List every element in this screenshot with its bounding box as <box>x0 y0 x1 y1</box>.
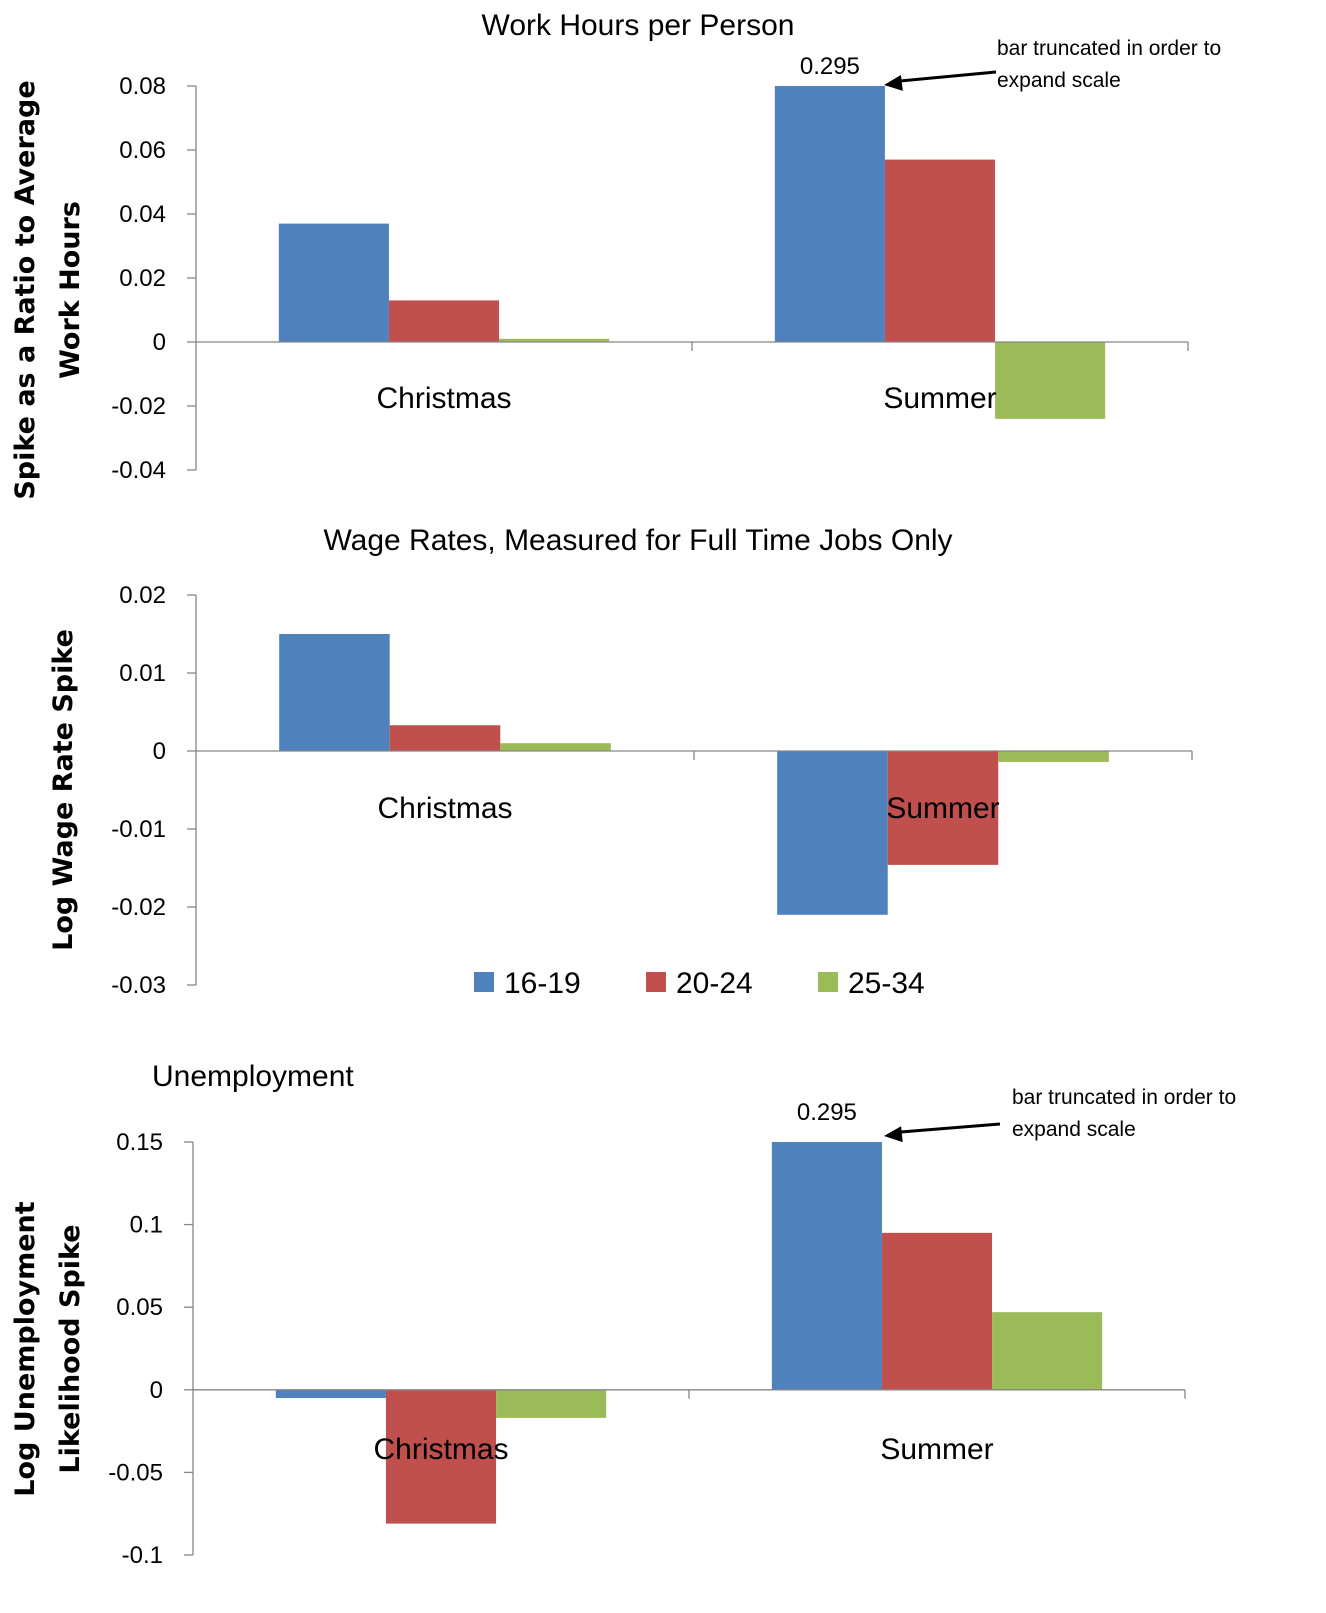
annotation-text: expand scale <box>997 69 1121 92</box>
legend-label-20-24: 20-24 <box>676 967 753 1000</box>
bar-25-34-summer <box>998 751 1109 762</box>
bar-25-34-christmas <box>499 338 610 342</box>
chart-unemployment: Unemployment Log Unemployment Likelihood S… <box>10 1060 1236 1569</box>
y-tick-label: 0.05 <box>116 1294 163 1321</box>
legend-swatch-25-34 <box>818 972 838 992</box>
legend-label-25-34: 25-34 <box>848 967 925 1000</box>
annotation-text: expand scale <box>1012 1118 1136 1141</box>
bar-data-label: 0.295 <box>797 1099 857 1126</box>
category-label: Summer <box>883 382 996 415</box>
y-tick-label: -0.03 <box>111 972 166 999</box>
bar-20-24-christmas <box>385 1389 497 1524</box>
y-tick-label: -0.01 <box>111 816 166 843</box>
y-tick-label: 0 <box>153 738 166 765</box>
annotation-text: bar truncated in order to <box>997 37 1221 60</box>
category-label: Summer <box>886 792 999 825</box>
bar-16-19-summer <box>774 86 885 342</box>
bar-20-24-summer <box>884 159 996 342</box>
annotation-arrow-line <box>895 70 997 83</box>
legend-label-16-19: 16-19 <box>504 967 581 1000</box>
y-tick-label: 0.02 <box>119 265 166 292</box>
chart-title: Unemployment <box>152 1060 354 1093</box>
category-label: Christmas <box>376 382 511 415</box>
y-tick-label: 0.06 <box>119 137 166 164</box>
y-tick-label: 0.04 <box>119 201 166 228</box>
y-axis-label: Likelihood Spike <box>55 1224 86 1473</box>
y-tick-label: -0.02 <box>111 894 166 921</box>
bar-25-34-christmas <box>496 1389 607 1418</box>
y-tick-label: 0.02 <box>119 582 166 609</box>
bar-16-19-summer <box>777 751 888 915</box>
bar-20-24-christmas <box>389 725 501 751</box>
y-tick-label: 0.01 <box>119 660 166 687</box>
annotation-arrow-head <box>884 1126 903 1143</box>
y-axis-label: Log Unemployment <box>10 1201 41 1496</box>
bar-20-24-summer <box>881 1232 993 1390</box>
y-tick-label: 0 <box>150 1377 163 1404</box>
y-tick-label: -0.04 <box>111 457 166 484</box>
annotation-text: bar truncated in order to <box>1012 1086 1236 1109</box>
bar-25-34-summer <box>995 342 1106 419</box>
y-tick-label: 0.1 <box>130 1212 163 1239</box>
y-tick-label: 0 <box>153 329 166 356</box>
bar-16-19-christmas <box>279 634 390 751</box>
y-axis-label: Spike as a Ratio to Average <box>10 80 41 499</box>
legend: 16-19 20-24 25-34 <box>474 967 925 1000</box>
y-tick-label: 0.08 <box>119 73 166 100</box>
bar-16-19-christmas <box>275 1389 386 1399</box>
y-tick-label: 0.15 <box>116 1129 163 1156</box>
y-tick-label: -0.1 <box>122 1542 163 1569</box>
chart-title: Wage Rates, Measured for Full Time Jobs … <box>323 524 952 557</box>
category-label: Summer <box>880 1433 993 1466</box>
chart-work-hours: Work Hours per Person Spike as a Ratio to… <box>10 9 1221 500</box>
chart-title: Work Hours per Person <box>482 9 795 42</box>
bar-20-24-christmas <box>388 300 500 342</box>
bar-25-34-summer <box>992 1312 1103 1390</box>
y-axis-label: Work Hours <box>55 201 86 379</box>
bar-20-24-summer <box>887 751 999 865</box>
y-tick-label: -0.02 <box>111 393 166 420</box>
category-label: Christmas <box>377 792 512 825</box>
bar-16-19-christmas <box>278 223 389 342</box>
y-tick-label: -0.05 <box>108 1459 163 1486</box>
chart-wage-rates: Wage Rates, Measured for Full Time Jobs … <box>48 524 1193 999</box>
bar-data-label: 0.295 <box>800 53 860 80</box>
bar-25-34-christmas <box>500 743 611 751</box>
legend-swatch-20-24 <box>646 972 666 992</box>
annotation-arrow-line <box>895 1122 1001 1134</box>
legend-swatch-16-19 <box>474 972 494 992</box>
annotation-arrow-head <box>884 74 903 91</box>
y-axis-label: Log Wage Rate Spike <box>48 629 79 951</box>
category-label: Christmas <box>373 1433 508 1466</box>
bar-16-19-summer <box>771 1142 882 1390</box>
